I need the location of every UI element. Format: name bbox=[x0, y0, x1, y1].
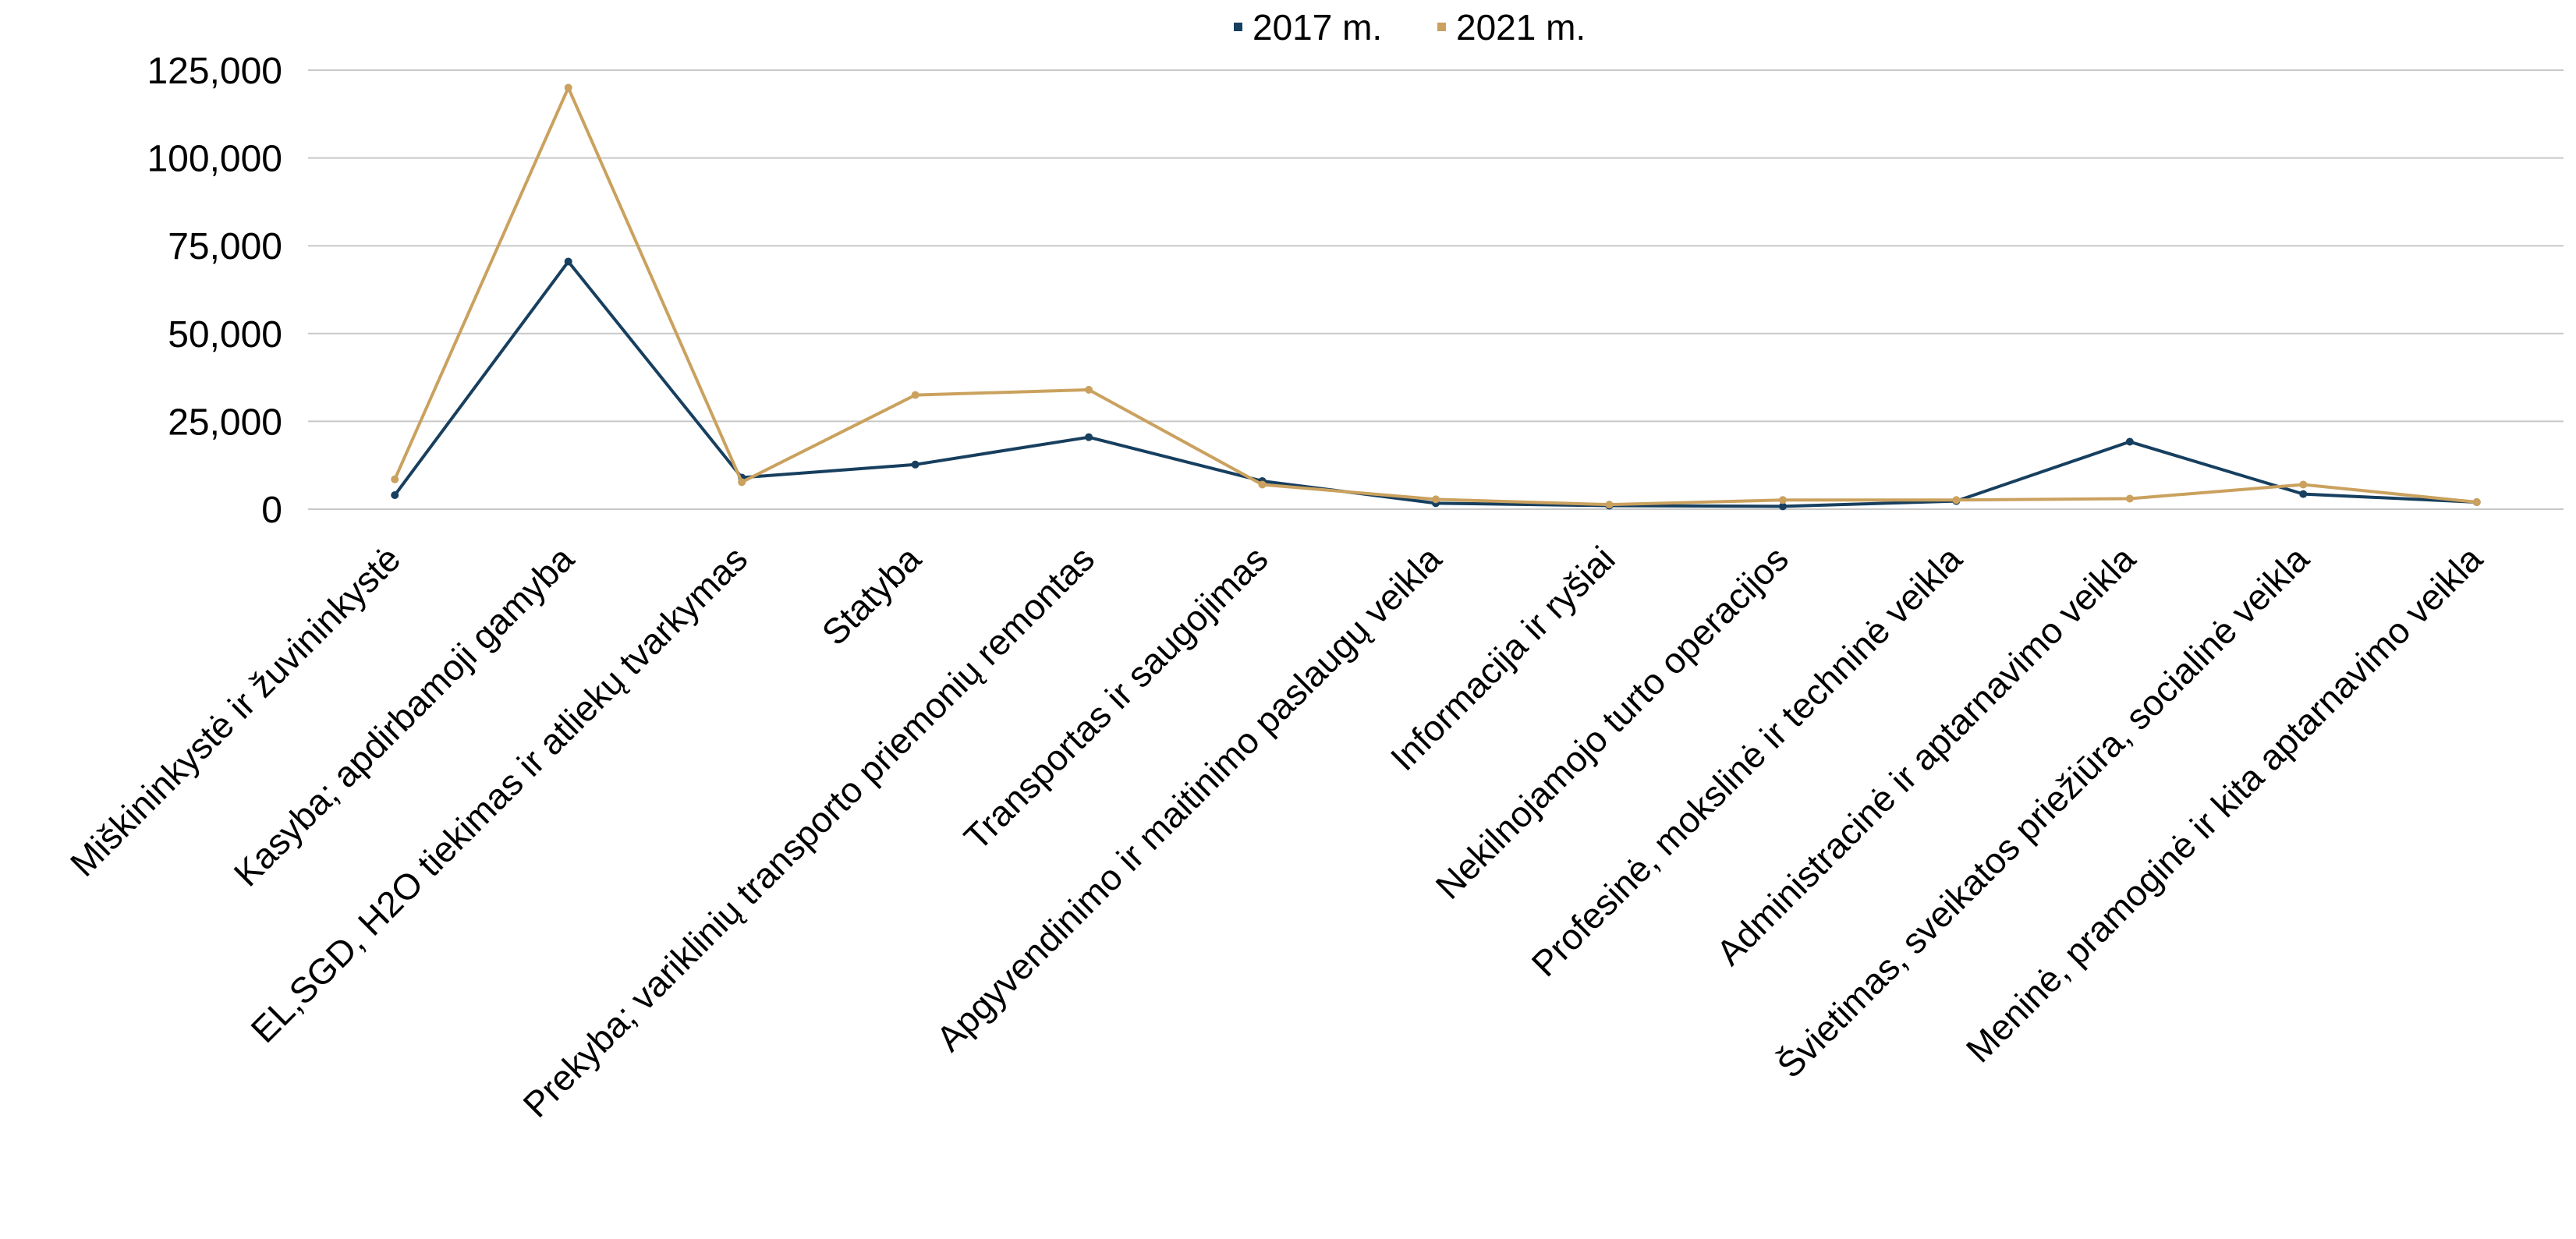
series-0 bbox=[391, 257, 2481, 511]
data-point bbox=[1085, 385, 1093, 394]
y-tick-label: 0 bbox=[261, 490, 282, 531]
legend-label-2017: 2017 m. bbox=[1253, 7, 1382, 48]
x-tick-label: Kasyba; apdirbamoji gamyba bbox=[226, 538, 583, 894]
data-point bbox=[391, 475, 399, 483]
data-point bbox=[911, 391, 919, 399]
series-1 bbox=[391, 83, 2481, 509]
legend-swatch-2017 bbox=[1234, 23, 1242, 31]
data-point bbox=[1952, 496, 1961, 504]
y-tick-label: 25,000 bbox=[168, 402, 282, 443]
x-tick-label: Statyba bbox=[814, 538, 929, 653]
gridlines bbox=[308, 69, 2564, 510]
data-point bbox=[2125, 437, 2134, 446]
data-point bbox=[2472, 497, 2481, 506]
data-point bbox=[738, 478, 746, 487]
data-point bbox=[1778, 502, 1787, 511]
series-line bbox=[393, 86, 2477, 507]
legend-label-2021: 2021 m. bbox=[1456, 7, 1586, 48]
data-point bbox=[564, 83, 572, 92]
y-tick-label: 50,000 bbox=[168, 314, 282, 356]
y-tick-label: 125,000 bbox=[147, 51, 282, 92]
legend: 2017 m. 2021 m. bbox=[1234, 7, 1586, 48]
series-line bbox=[393, 260, 2477, 508]
data-point bbox=[1605, 501, 1614, 509]
series bbox=[391, 83, 2481, 511]
data-point bbox=[1085, 433, 1093, 441]
y-axis: 0 25,000 50,000 75,000 100,000 125,000 bbox=[147, 51, 282, 531]
x-tick-label: Nekilnojamojo turto operacijos bbox=[1428, 538, 1796, 906]
x-tick-label: Prekyba; variklinių transporto priemonių… bbox=[515, 538, 1102, 1125]
x-tick-label: Transportas ir saugojimas bbox=[956, 538, 1276, 858]
y-tick-label: 75,000 bbox=[168, 226, 282, 267]
data-point bbox=[1778, 496, 1787, 504]
data-point bbox=[564, 257, 572, 266]
data-point bbox=[2299, 490, 2308, 498]
data-point bbox=[911, 460, 919, 469]
data-point bbox=[391, 490, 399, 499]
data-point bbox=[2125, 494, 2134, 503]
x-tick-label: Miškininkystė ir žuvininkystė bbox=[62, 538, 408, 883]
data-point bbox=[1258, 480, 1267, 489]
y-tick-label: 100,000 bbox=[147, 139, 282, 180]
legend-swatch-2021 bbox=[1437, 23, 1446, 31]
data-point bbox=[2299, 480, 2308, 489]
data-point bbox=[1432, 495, 1440, 504]
